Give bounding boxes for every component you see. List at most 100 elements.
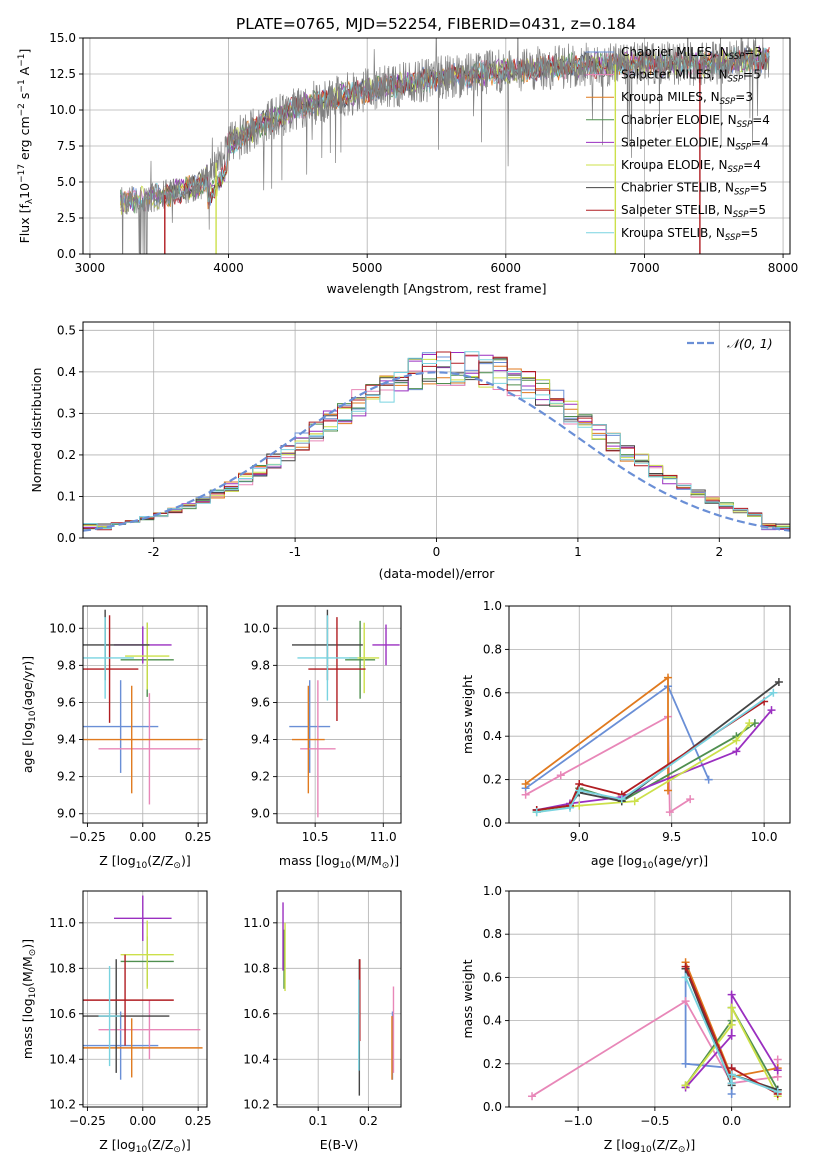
y-tick-label: 0.0 <box>57 247 76 261</box>
y-tick-label: 9.2 <box>57 770 76 784</box>
x-tick-label: -1 <box>289 545 301 559</box>
x-axis-label-part: )] <box>181 1137 191 1152</box>
weight-marker-kroupa-stelib <box>532 808 541 817</box>
x-axis-label-part: 10 <box>340 861 352 871</box>
errorbar-kroupa-stelib <box>98 966 121 1067</box>
errorbar-kroupa-stelib <box>297 615 358 701</box>
figure-title: PLATE=0765, MJD=52254, FIBERID=0431, z=0… <box>236 15 636 33</box>
weight-marker-kroupa-stelib <box>727 1070 736 1079</box>
x-axis-label-part: ( <box>653 853 658 868</box>
x-axis-label-part: )] <box>698 853 708 868</box>
y-axis-label-part: −2 <box>17 103 27 116</box>
x-axis-label-part: E(B-V) <box>320 1137 359 1152</box>
x-tick-label: 0.25 <box>185 1114 212 1128</box>
x-axis-label-part: Z/Z <box>152 853 173 868</box>
y-axis-label-part: )] <box>20 939 35 949</box>
legend-label-kroupa-stelib: Kroupa STELIB, NSSP=5 <box>621 226 758 243</box>
y-axis-label-part: s <box>17 93 32 104</box>
y-tick-label: 0.4 <box>483 1014 502 1028</box>
y-axis-label-part: 10 <box>28 710 38 722</box>
legend-subscript: SSP <box>728 165 744 175</box>
y-axis-label-part: ] <box>17 49 32 54</box>
errorbar-salpeter-elodie <box>114 895 172 942</box>
y-tick-label: 0.8 <box>483 927 502 941</box>
y-tick-label: 2.5 <box>57 211 76 225</box>
y-tick-label: 0.0 <box>57 531 76 545</box>
grid <box>277 606 401 823</box>
y-tick-label: 9.8 <box>251 658 270 672</box>
y-axis-label: mass weight <box>460 675 475 754</box>
y-tick-label: 10.2 <box>49 1098 76 1112</box>
legend-suffix: =5 <box>748 203 766 217</box>
y-tick-label: 0.1 <box>57 489 76 503</box>
legend-text: Kroupa STELIB, N <box>621 226 725 240</box>
legend-label-salpeter-elodie: Salpeter ELODIE, NSSP=4 <box>621 135 769 152</box>
axes-frame <box>82 890 208 1108</box>
grid <box>83 606 207 823</box>
legend-subscript: SSP <box>733 210 749 220</box>
weight-marker-kroupa-miles <box>663 786 672 795</box>
legend-label-salpeter-miles: Salpeter MILES, NSSP=5 <box>621 68 761 85</box>
y-tick-label: 5.0 <box>57 175 76 189</box>
errorbar-chabrier-miles <box>289 680 331 773</box>
legend-subscript: SSP <box>720 97 736 107</box>
legend-subscript: SSP <box>728 75 744 85</box>
x-axis-label-part: )] <box>181 853 191 868</box>
y-tick-label: 10.2 <box>243 1098 270 1112</box>
y-tick-label: 11.0 <box>243 916 270 930</box>
panel-mass_vs_EBV: 0.1 0.2 10.2 10.4 10.6 10.8 11.0 E(B-V) <box>243 890 402 1152</box>
x-axis-label-part: 10 <box>640 1145 652 1155</box>
y-tick-label: 1.0 <box>483 599 502 613</box>
y-axis-label: mass [log10(M/M⊙)] <box>20 939 38 1059</box>
y-tick-label: 0.6 <box>483 686 502 700</box>
y-tick-label: 10.8 <box>49 961 76 975</box>
legend-suffix: =5 <box>743 68 761 82</box>
y-tick-label: 9.6 <box>57 695 76 709</box>
weight-marker-chabrier-miles <box>727 1090 736 1099</box>
y-axis-label-part: ⊙ <box>28 949 38 957</box>
weight-marker-salpeter-stelib <box>681 962 690 971</box>
y-tick-label: 1.0 <box>483 884 502 898</box>
weight-marker-salpeter-elodie <box>767 706 776 715</box>
legend-text: Kroupa ELODIE, N <box>621 158 728 172</box>
legend-label-kroupa-miles: Kroupa MILES, NSSP=3 <box>621 90 753 107</box>
y-tick-label: 0.0 <box>483 816 502 830</box>
y-axis-label-part: mass weight <box>460 675 475 754</box>
axes-frame <box>276 605 402 824</box>
axes-frame <box>82 605 208 824</box>
normal-curve <box>83 371 790 532</box>
x-axis-label-part: Z [log <box>604 1137 640 1152</box>
x-axis-label-part: Z [log <box>99 1137 135 1152</box>
x-tick-label: 9.0 <box>570 830 589 844</box>
y-tick-label: 0.4 <box>483 729 502 743</box>
x-tick-label: 6000 <box>491 261 522 275</box>
y-tick-label: 9.2 <box>251 770 270 784</box>
x-tick-label: 0.1 <box>309 1114 328 1128</box>
y-axis-label-part: −1 <box>17 54 27 67</box>
weight-marker-kroupa-elodie <box>727 1003 736 1012</box>
x-tick-label: −1.0 <box>564 1114 593 1128</box>
y-axis-label-part: λ <box>25 198 35 204</box>
legend-suffix: =3 <box>744 45 762 59</box>
plot-area <box>521 673 783 817</box>
y-tick-label: 10.6 <box>49 1007 76 1021</box>
axes-frame <box>82 37 791 255</box>
x-axis-label: age [log10(age/yr)] <box>591 853 708 871</box>
y-tick-label: 10.0 <box>243 621 270 635</box>
y-tick-label: 0.5 <box>57 323 76 337</box>
x-axis-label-part: Z/Z <box>152 1137 173 1152</box>
x-axis-label-part: 10 <box>136 861 148 871</box>
errorbar-salpeter-stelib <box>83 954 174 1046</box>
x-tick-label: −0.5 <box>640 1114 669 1128</box>
y-axis-label: age [log10(age/yr)] <box>20 656 38 773</box>
y-axis-label-part: mass [log <box>20 998 35 1059</box>
errorbar-salpeter-miles <box>300 680 336 818</box>
weight-marker-salpeter-elodie <box>773 1066 782 1075</box>
y-axis-label-part: age/yr <box>20 665 35 706</box>
legend-subscript: SSP <box>737 120 753 130</box>
y-tick-label: 11.0 <box>49 916 76 930</box>
x-tick-label: -2 <box>148 545 160 559</box>
legend-suffix: =4 <box>752 113 770 127</box>
panel-age_vs_Z: −0.25 0.00 0.259.09.29.49.69.810.0Z [log10… <box>20 605 212 871</box>
y-tick-label: 0.2 <box>57 448 76 462</box>
